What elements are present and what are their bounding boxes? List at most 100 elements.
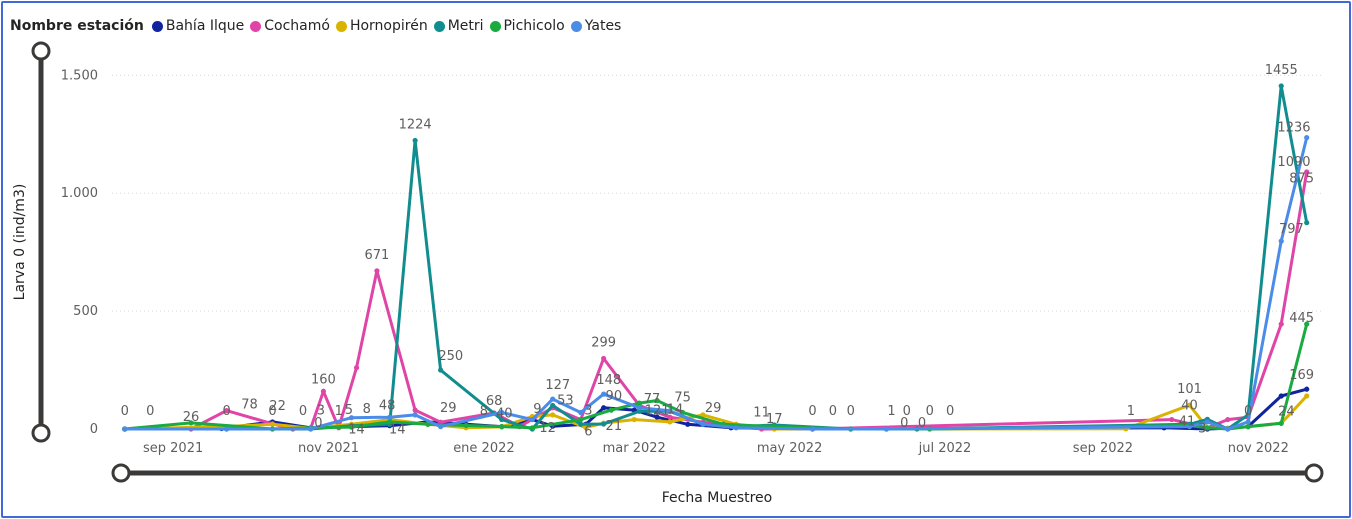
data-label: 68: [486, 394, 503, 409]
series-metri[interactable]: [122, 83, 1310, 432]
data-point[interactable]: [1278, 83, 1284, 89]
data-point[interactable]: [463, 422, 469, 429]
data-point[interactable]: [499, 424, 505, 430]
data-point[interactable]: [550, 396, 556, 402]
data-point[interactable]: [550, 402, 556, 409]
data-label: 6: [584, 425, 592, 440]
data-point[interactable]: [1278, 238, 1284, 244]
data-point[interactable]: [608, 407, 614, 413]
data-point[interactable]: [122, 426, 128, 432]
y-zoom-slider[interactable]: [31, 41, 51, 443]
data-point[interactable]: [387, 419, 393, 425]
data-point[interactable]: [1245, 424, 1251, 430]
data-point[interactable]: [1278, 420, 1284, 426]
y-tick-label: 500: [73, 304, 98, 319]
data-point[interactable]: [1304, 386, 1310, 392]
data-point[interactable]: [438, 367, 444, 373]
data-point[interactable]: [320, 388, 327, 394]
data-point[interactable]: [601, 405, 607, 411]
data-point[interactable]: [550, 412, 556, 418]
data-point[interactable]: [1204, 425, 1210, 431]
data-point[interactable]: [1304, 393, 1310, 399]
series-line[interactable]: [124, 84, 1309, 431]
data-point[interactable]: [809, 426, 816, 432]
data-point[interactable]: [667, 414, 673, 420]
data-point[interactable]: [583, 424, 589, 431]
data-point[interactable]: [667, 419, 673, 425]
data-point[interactable]: [631, 416, 637, 423]
data-point[interactable]: [224, 408, 230, 414]
legend-item-metri[interactable]: Metri: [433, 18, 484, 34]
data-point[interactable]: [224, 426, 230, 432]
data-point[interactable]: [636, 400, 642, 406]
data-point[interactable]: [733, 425, 739, 431]
series-line[interactable]: [124, 171, 1309, 431]
data-point[interactable]: [1304, 321, 1310, 327]
data-point[interactable]: [654, 397, 660, 404]
data-point[interactable]: [685, 421, 691, 427]
data-point[interactable]: [1186, 402, 1193, 408]
data-point[interactable]: [499, 409, 505, 416]
data-point[interactable]: [700, 412, 706, 418]
data-label: 40: [1181, 399, 1198, 414]
data-point[interactable]: [188, 420, 194, 426]
data-point[interactable]: [348, 424, 355, 430]
x-slider-handle-right[interactable]: [1304, 463, 1324, 483]
data-point[interactable]: [387, 414, 393, 420]
data-point[interactable]: [680, 409, 686, 416]
data-point[interactable]: [601, 355, 607, 362]
series-yates[interactable]: [122, 135, 1310, 432]
data-point[interactable]: [1186, 424, 1193, 430]
data-point[interactable]: [700, 421, 706, 427]
data-point[interactable]: [348, 415, 355, 421]
data-point[interactable]: [412, 407, 418, 413]
data-point[interactable]: [1304, 135, 1310, 141]
series-pichicolo[interactable]: [122, 321, 1310, 432]
data-label: 0: [146, 404, 154, 419]
data-point[interactable]: [269, 421, 276, 427]
data-point[interactable]: [654, 414, 660, 420]
data-point[interactable]: [1204, 419, 1210, 425]
legend-item-pichicolo[interactable]: Pichicolo: [489, 18, 565, 34]
data-point[interactable]: [578, 421, 584, 427]
data-point[interactable]: [1169, 416, 1175, 423]
data-point[interactable]: [499, 416, 505, 423]
data-point[interactable]: [1225, 416, 1231, 423]
data-point[interactable]: [667, 408, 673, 414]
y-slider-handle-bottom[interactable]: [31, 423, 51, 443]
legend-item-cochamo[interactable]: Cochamó: [250, 18, 330, 34]
data-point[interactable]: [438, 424, 444, 430]
data-point[interactable]: [308, 426, 314, 432]
data-point[interactable]: [374, 268, 380, 274]
data-point[interactable]: [1278, 321, 1284, 327]
data-point[interactable]: [636, 405, 642, 411]
data-point[interactable]: [529, 425, 535, 431]
legend-item-hornopiren[interactable]: Hornopirén: [335, 18, 428, 34]
data-point[interactable]: [883, 426, 890, 432]
data-point[interactable]: [1245, 419, 1251, 425]
data-point[interactable]: [412, 137, 418, 144]
data-point[interactable]: [1278, 393, 1284, 399]
data-point[interactable]: [578, 409, 584, 416]
x-slider-handle-left[interactable]: [111, 463, 131, 483]
data-point[interactable]: [1304, 169, 1310, 175]
series-line[interactable]: [124, 137, 1309, 431]
y-slider-handle-top[interactable]: [31, 41, 51, 61]
series-cocham-[interactable]: [122, 169, 1310, 432]
data-point[interactable]: [1225, 426, 1231, 432]
data-point[interactable]: [529, 416, 535, 423]
data-point[interactable]: [601, 421, 607, 427]
data-point[interactable]: [1304, 220, 1310, 226]
data-label: 160: [311, 372, 336, 387]
data-point[interactable]: [578, 416, 584, 423]
x-zoom-slider[interactable]: [111, 463, 1324, 483]
legend-item-bahia-ilque[interactable]: Bahía Ilque: [151, 18, 244, 34]
data-point[interactable]: [601, 391, 607, 397]
legend-item-yates[interactable]: Yates: [570, 18, 621, 34]
data-label: 0: [268, 404, 276, 419]
data-point[interactable]: [412, 412, 418, 418]
data-label: 14: [348, 423, 365, 438]
data-point[interactable]: [353, 365, 360, 371]
